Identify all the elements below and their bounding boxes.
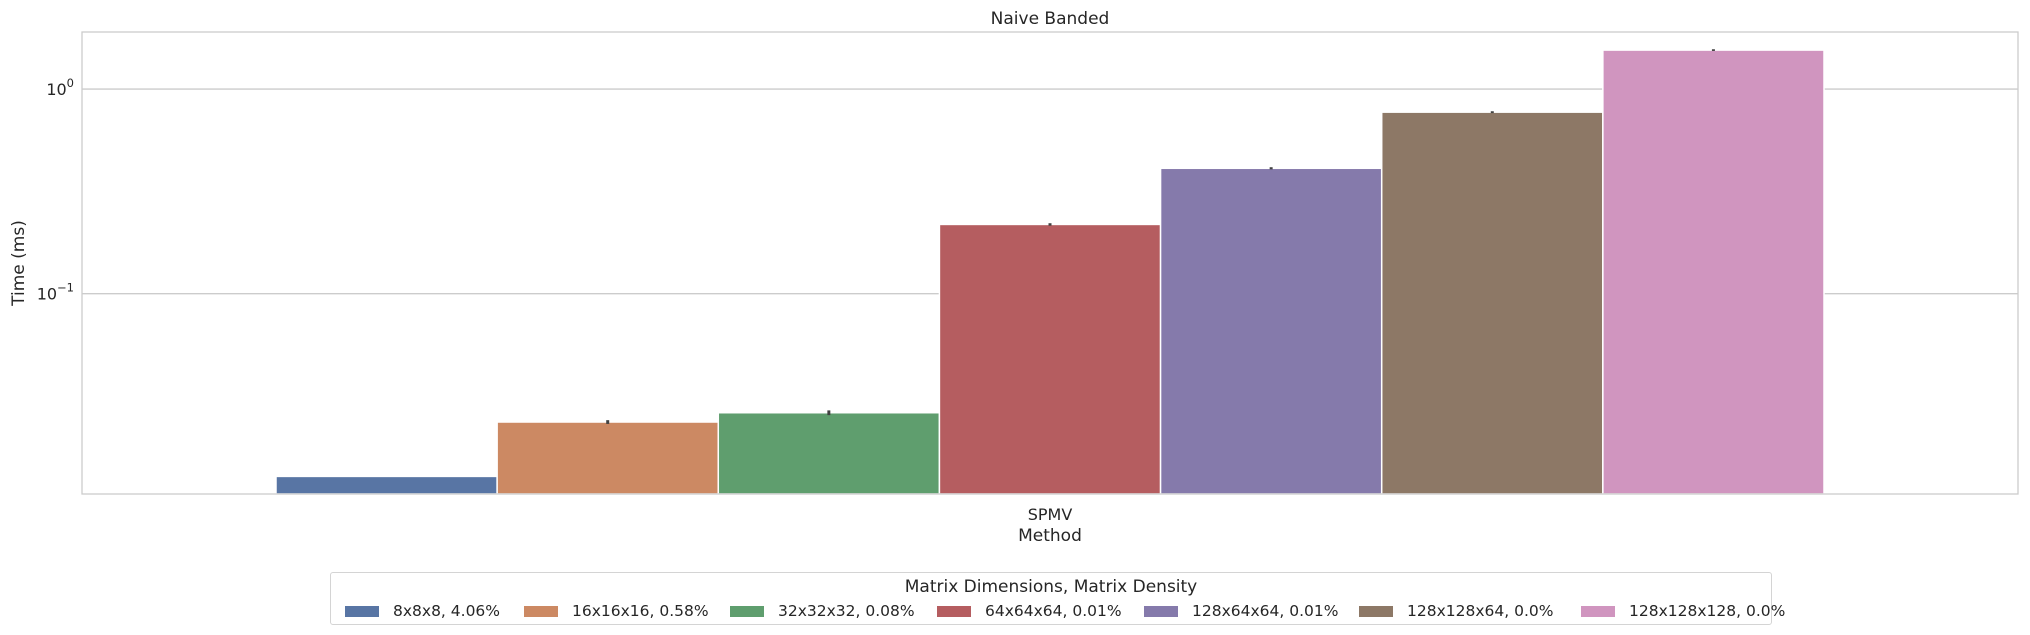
bar-4: [938, 223, 1162, 495]
bar-5: [1159, 167, 1383, 495]
bar-3: [717, 411, 941, 495]
legend-item: 64x64x64, 0.01%: [937, 601, 1122, 621]
y-axis-label: Time (ms): [9, 220, 29, 307]
x-tick-label: SPMV: [1028, 505, 1073, 524]
legend-label: 32x32x32, 0.08%: [778, 602, 915, 620]
legend-label: 8x8x8, 4.06%: [393, 602, 501, 620]
legend-label: 128x64x64, 0.01%: [1192, 602, 1339, 620]
legend-swatch: [345, 605, 379, 617]
legend-items: 8x8x8, 4.06% 16x16x16, 0.58% 32x32x32, 0.0…: [339, 601, 1785, 621]
legend-label: 128x128x64, 0.0%: [1407, 602, 1554, 620]
bar-7: [1602, 49, 1825, 495]
plot-frame: [81, 31, 2019, 495]
legend-swatch: [1581, 605, 1615, 617]
legend-item: 128x128x128, 0.0%: [1581, 601, 1785, 621]
legend-item: 128x64x64, 0.01%: [1144, 601, 1338, 621]
chart-title: Naive Banded: [991, 9, 1110, 29]
legend-swatch: [1144, 605, 1178, 617]
y-tick-label: 10−1: [37, 281, 74, 304]
legend-swatch: [524, 605, 558, 617]
legend-item: 16x16x16, 0.58%: [524, 601, 709, 621]
chart-canvas: 100 10−1 Naive Banded SPMV Method Time (m…: [9, 9, 2019, 546]
legend-swatch: [937, 605, 971, 617]
legend-title: Matrix Dimensions, Matrix Density: [904, 577, 1198, 597]
bars-layer: [275, 49, 1825, 495]
bar-1: [275, 475, 498, 495]
legend-label: 128x128x128, 0.0%: [1629, 602, 1786, 620]
error-bars-layer: [606, 49, 1715, 424]
legend-label: 64x64x64, 0.01%: [985, 602, 1122, 620]
legend-label: 16x16x16, 0.58%: [572, 602, 709, 620]
x-axis-label: Method: [1018, 526, 1082, 546]
bar-2: [496, 421, 720, 495]
legend-item: 8x8x8, 4.06%: [345, 601, 500, 621]
y-tick-labels: 100 10−1: [37, 76, 74, 304]
legend-swatch: [1359, 605, 1393, 617]
legend-item: 32x32x32, 0.08%: [730, 601, 915, 621]
legend: Matrix Dimensions, Matrix Density 8x8x8,…: [330, 572, 1785, 625]
legend-item: 128x128x64, 0.0%: [1359, 601, 1553, 621]
bar-6: [1380, 111, 1604, 495]
y-tick-label: 100: [46, 76, 74, 99]
legend-swatch: [730, 605, 764, 617]
